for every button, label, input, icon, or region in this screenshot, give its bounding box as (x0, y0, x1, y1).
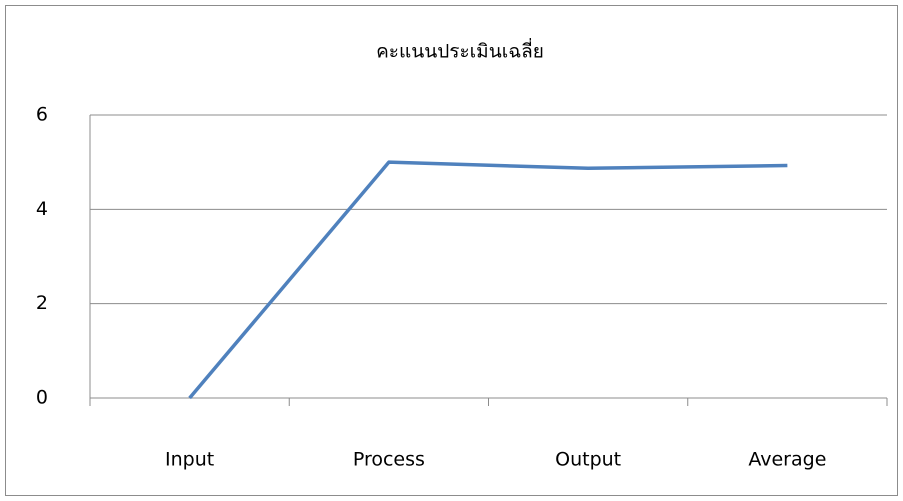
y-tick-label: 2 (36, 292, 48, 314)
x-tick-label: Input (165, 449, 214, 471)
y-tick-label: 4 (36, 198, 48, 220)
y-tick-label: 0 (36, 387, 48, 409)
chart-frame (5, 5, 898, 496)
y-tick-label: 6 (36, 104, 48, 126)
x-tick-label: Process (353, 449, 425, 471)
x-tick-label: Output (555, 449, 621, 471)
data-line (188, 160, 788, 400)
x-tick-label: Average (748, 449, 826, 471)
chart-title: คะแนนประเมินเฉลี่ย (376, 38, 544, 63)
